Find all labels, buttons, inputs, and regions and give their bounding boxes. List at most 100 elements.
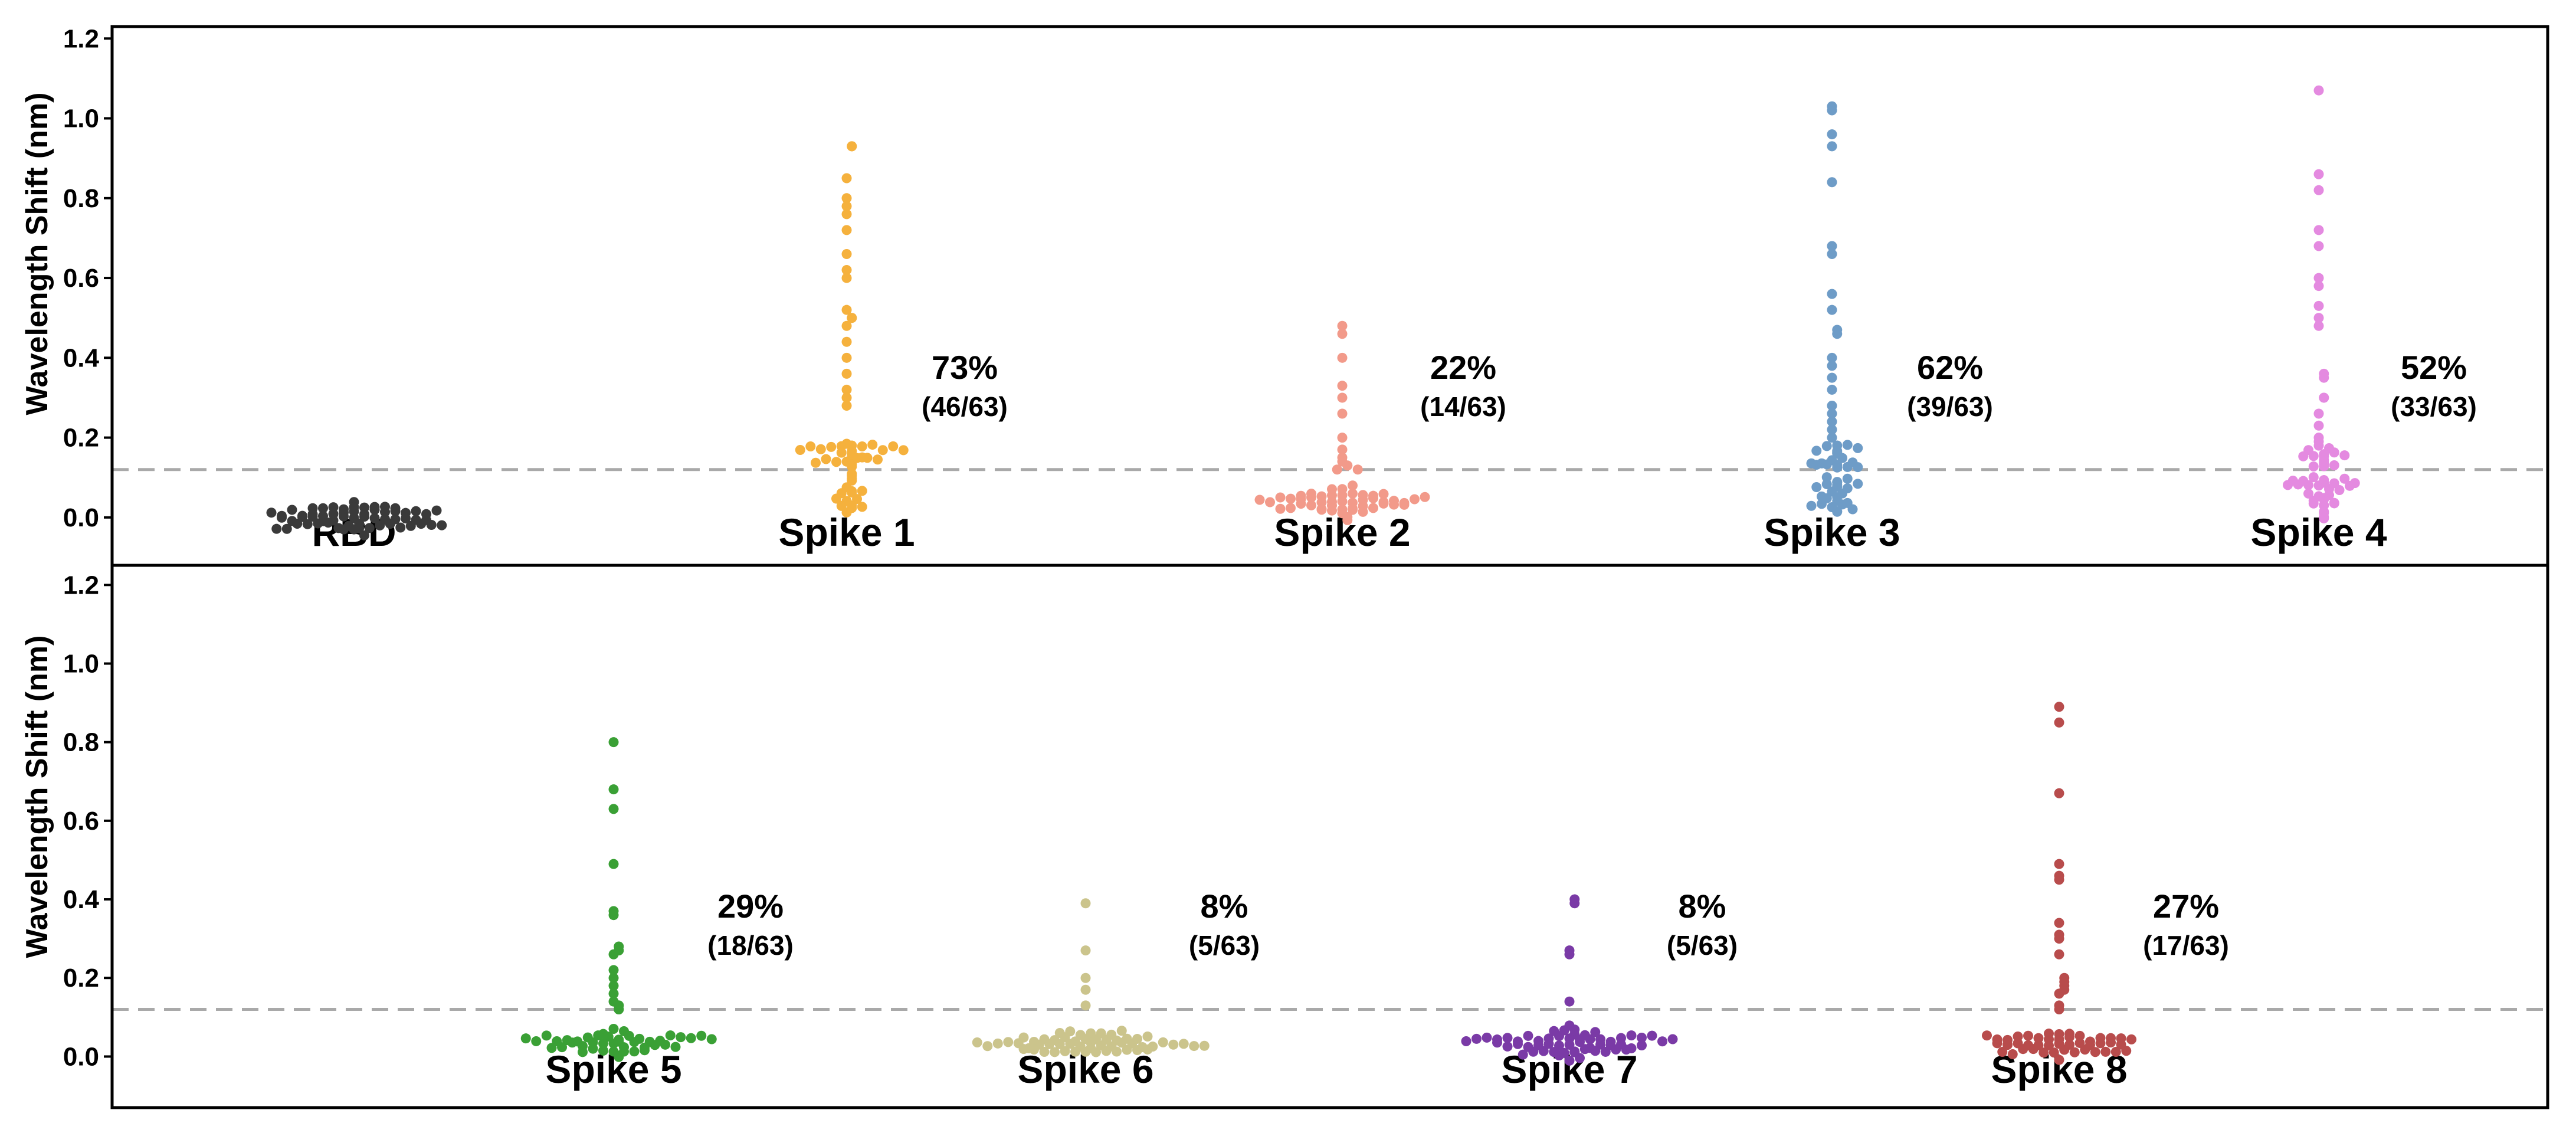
data-point-spike-7 [1513,1039,1523,1049]
data-point-spike-1 [862,453,873,463]
data-point-spike-8 [2049,1047,2059,1058]
data-point-spike-5 [608,804,619,814]
data-point-spike-5 [598,1045,608,1056]
data-point-spike-4 [2313,480,2324,491]
data-point-spike-8 [2121,1046,2132,1056]
data-point-spike-5 [567,1037,578,1048]
data-point-spike-7 [1637,1040,1647,1051]
data-point-spike-2 [1337,352,1348,363]
data-point-spike-3 [1832,506,1843,517]
data-point-spike-5 [541,1030,552,1041]
data-point-spike-5 [640,1045,650,1056]
data-point-spike-8 [2038,1047,2049,1058]
data-point-spike-4 [2313,273,2324,283]
data-point-spike-1 [831,493,841,504]
data-point-spike-1 [841,368,852,379]
data-point-spike-2 [1399,499,1410,510]
data-point-spike-8 [2106,1037,2116,1048]
data-point-spike-1 [841,248,852,259]
data-point-spike-4 [2313,241,2324,251]
data-point-spike-1 [795,444,805,455]
data-point-spike-6 [992,1038,1003,1049]
data-point-spike-5 [520,1033,531,1044]
data-point-spike-3 [1837,499,1847,510]
data-point-spike-8 [1992,1038,2003,1049]
data-point-spike-1 [873,454,883,465]
data-point-spike-1 [841,273,852,283]
data-point-spike-6 [1158,1037,1168,1047]
data-point-spike-7 [1637,1032,1647,1043]
data-point-spike-2 [1348,488,1358,499]
data-point-spike-5 [608,1038,619,1049]
data-point-rbd [369,513,380,523]
data-point-spike-2 [1420,492,1430,502]
data-point-spike-5 [608,784,619,795]
data-point-spike-3 [1827,248,1837,259]
data-point-spike-5 [608,981,619,991]
data-point-spike-2 [1368,493,1378,503]
data-point-spike-4 [2308,451,2319,461]
data-point-spike-4 [2319,392,2329,403]
data-point-spike-4 [2319,513,2329,523]
y-tick-label: 0.0 [63,1042,99,1071]
data-point-spike-6 [1050,1047,1060,1057]
data-point-spike-7 [1564,1055,1575,1066]
data-point-spike-5 [686,1033,696,1043]
data-point-spike-3 [1827,177,1837,188]
data-point-spike-3 [1821,472,1832,483]
data-point-spike-4 [2293,479,2303,490]
y-axis-title-bottom: Wavelength Shift (nm) [20,636,54,958]
data-point-rbd [271,523,282,534]
data-point-spike-2 [1316,505,1327,515]
percent-label-spike-6: 8% [1201,888,1248,925]
figure-frame [110,25,2549,1109]
data-point-spike-6 [1116,1026,1127,1036]
data-point-spike-5 [629,1037,640,1047]
data-point-spike-6 [1080,945,1091,956]
y-tick-label: 0.2 [63,964,99,993]
fraction-label-spike-1: (46/63) [922,391,1008,422]
data-point-spike-2 [1389,499,1399,510]
data-point-spike-5 [608,1024,619,1034]
data-point-spike-5 [608,965,619,975]
data-point-spike-7 [1569,1024,1580,1035]
data-point-spike-3 [1811,482,1822,492]
data-point-spike-3 [1827,433,1837,443]
data-point-spike-6 [1116,1037,1127,1048]
data-point-spike-3 [1832,462,1843,473]
data-point-spike-2 [1332,464,1342,475]
data-point-spike-6 [982,1041,993,1052]
data-point-spike-1 [811,457,821,468]
percent-label-spike-1: 73% [932,349,998,386]
data-point-spike-3 [1817,499,1827,509]
data-point-spike-3 [1827,361,1837,371]
y-tick-label: 0.4 [63,885,100,914]
data-point-rbd [266,507,277,518]
data-point-spike-4 [2319,372,2329,383]
percent-label-spike-2: 22% [1430,349,1496,386]
data-point-spike-2 [1296,499,1306,509]
data-point-spike-6 [1178,1039,1189,1049]
percent-label-spike-4: 52% [2401,349,2467,386]
data-point-spike-8 [2054,1004,2064,1015]
data-point-spike-8 [2007,1049,2018,1059]
data-point-rbd [359,530,369,541]
data-point-rbd [349,524,359,535]
data-point-spike-2 [1265,497,1275,507]
data-point-spike-5 [531,1036,542,1046]
fraction-label-spike-3: (39/63) [1907,391,1993,422]
data-point-rbd [401,513,411,524]
data-point-spike-2 [1368,503,1378,513]
data-point-spike-6 [1091,1047,1101,1057]
data-point-spike-1 [841,265,852,276]
data-point-spike-2 [1342,512,1353,522]
data-point-spike-8 [2069,1047,2080,1057]
fraction-label-spike-7: (5/63) [1667,930,1738,961]
data-point-spike-3 [1827,352,1837,363]
data-point-rbd [359,512,369,522]
data-point-spike-8 [2023,1030,2033,1041]
data-point-spike-6 [1132,1045,1142,1056]
data-point-spike-6 [1080,1000,1091,1011]
data-point-spike-7 [1502,1041,1513,1052]
data-point-spike-7 [1590,1027,1601,1037]
